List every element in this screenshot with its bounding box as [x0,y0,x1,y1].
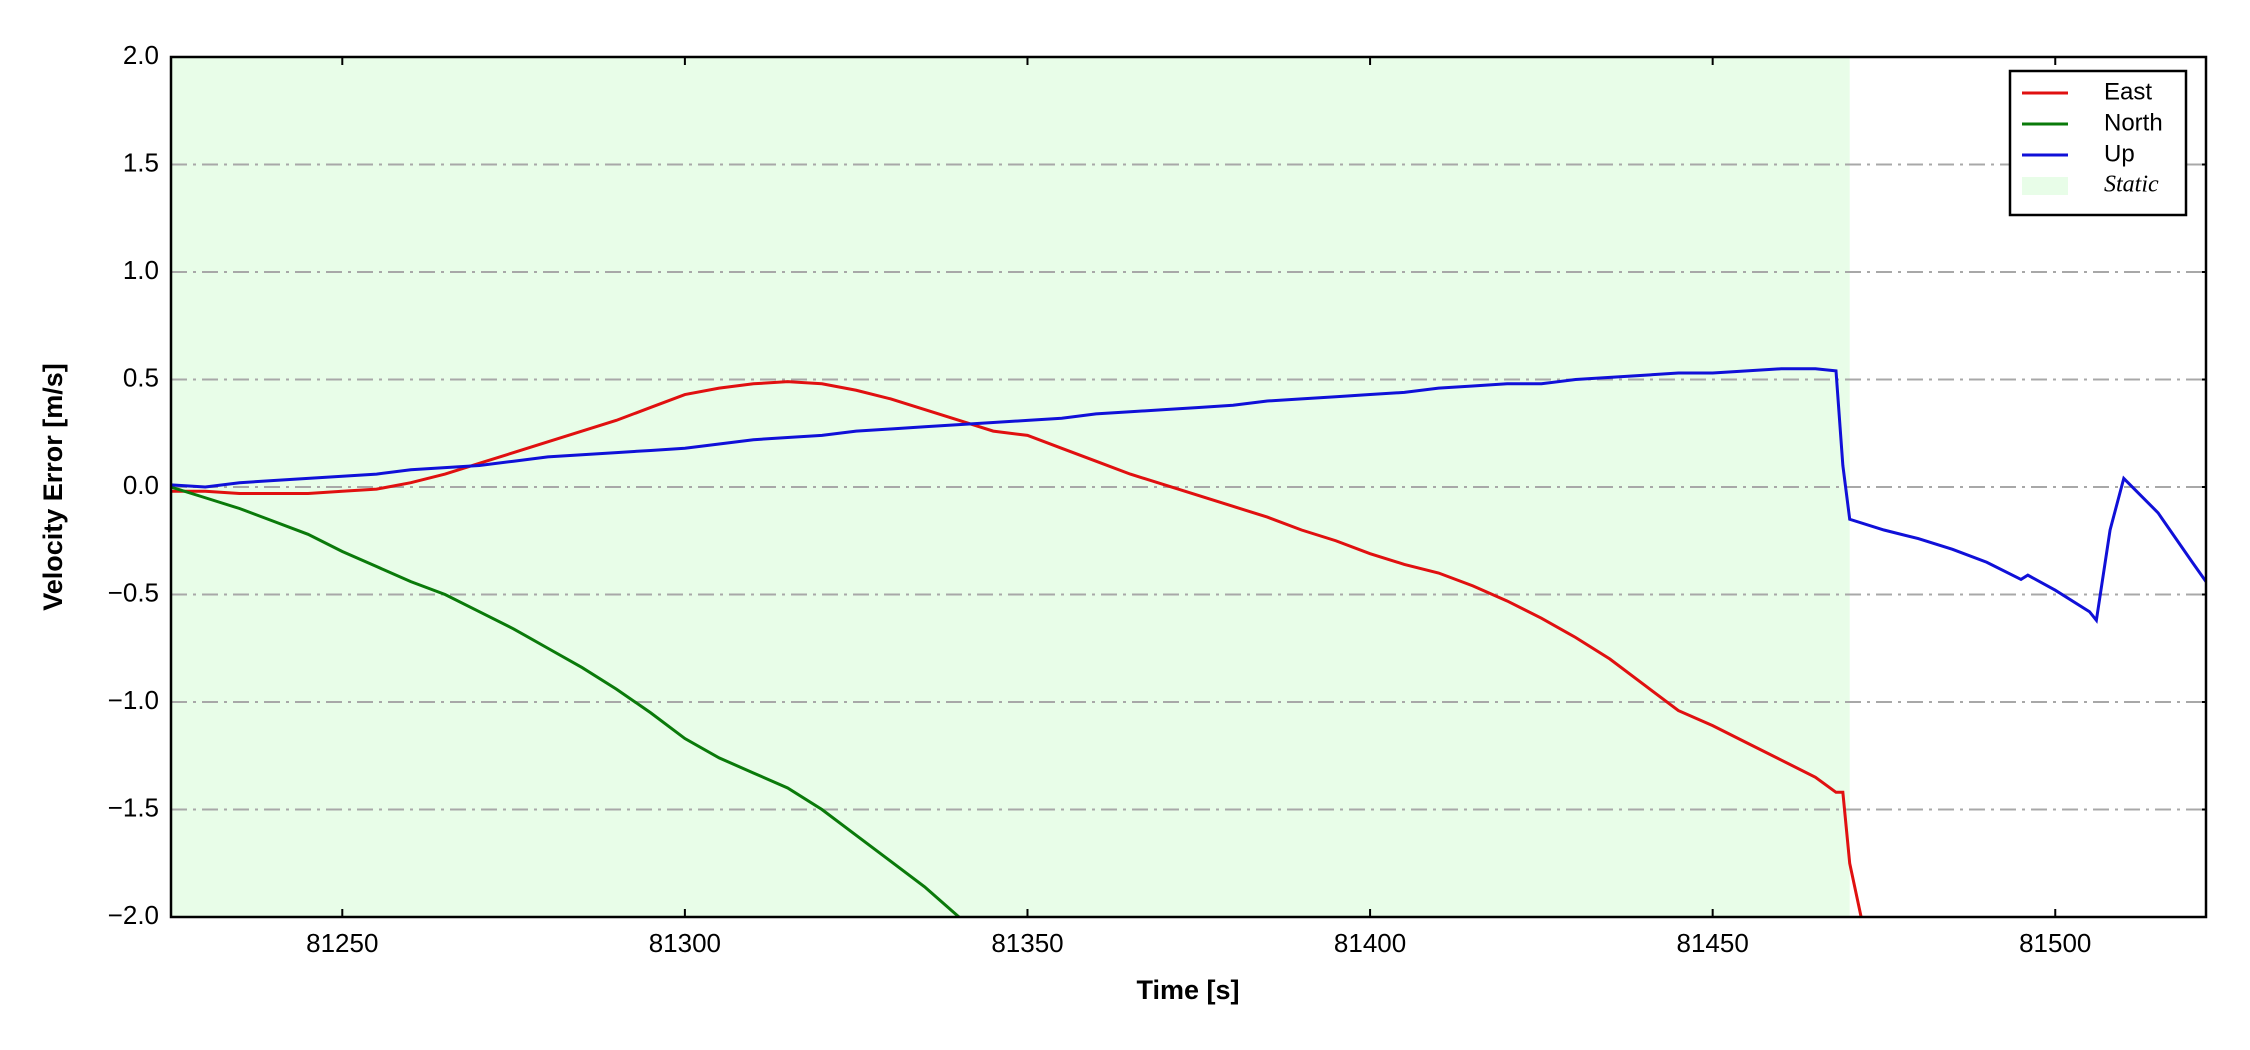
y-tick-label: −2.0 [108,900,159,930]
x-axis-label: Time [s] [1136,975,1239,1005]
legend-label: Static [2104,172,2159,198]
legend-label: North [2104,109,2163,136]
x-tick-label: 81450 [1677,928,1749,958]
x-tick-label: 81250 [306,928,378,958]
legend-swatch [2022,177,2068,195]
x-tick-label: 81500 [2019,928,2091,958]
plot-frame [169,55,2208,919]
y-tick-label: 2.0 [123,40,159,70]
legend-label: East [2104,78,2152,105]
series-line [171,367,2206,624]
y-tick-label: 1.0 [123,255,159,285]
y-tick-label: −1.0 [108,685,159,715]
y-tick-label: 0.5 [123,362,159,392]
y-tick-label: −0.5 [108,577,159,607]
series-line [171,485,960,917]
y-axis-label: Velocity Error [m/s] [38,363,68,611]
x-tick-label: 81300 [649,928,721,958]
y-tick-label: 0.0 [123,470,159,500]
x-tick-label: 81400 [1334,928,1406,958]
x-tick-label: 81350 [991,928,1063,958]
legend-label: Up [2104,140,2135,167]
y-tick-label: −1.5 [108,792,159,822]
y-tick-label: 1.5 [123,147,159,177]
